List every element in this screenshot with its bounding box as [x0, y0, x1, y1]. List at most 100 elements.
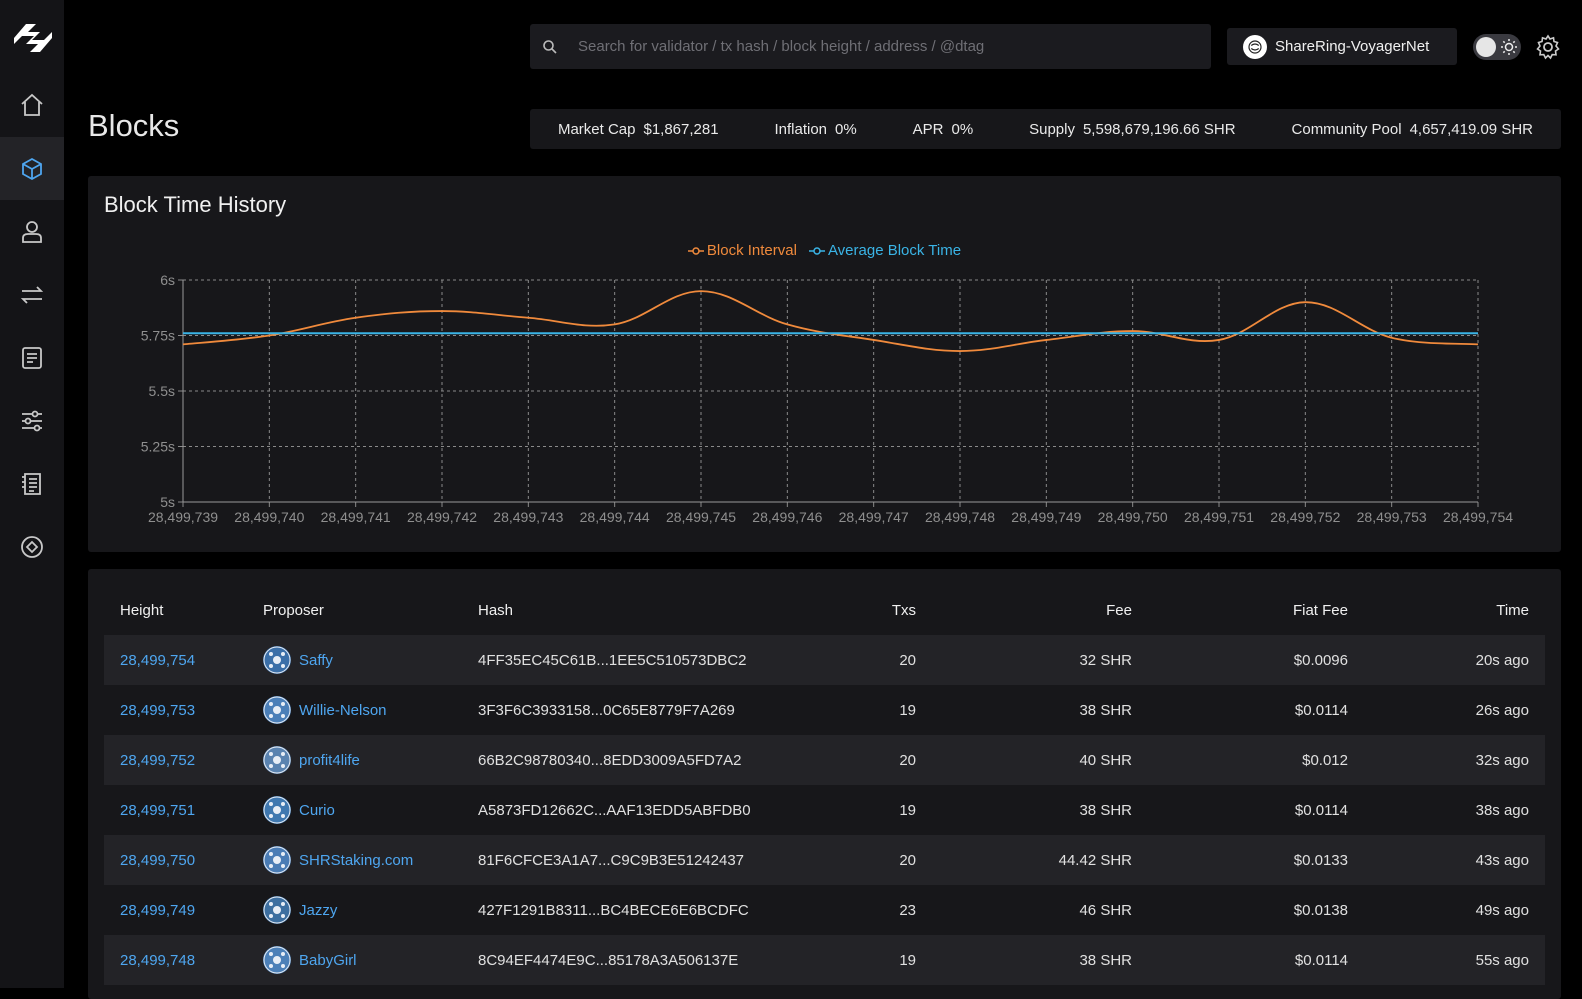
stat-label: Supply	[1029, 120, 1075, 138]
validator-avatar-icon	[263, 896, 291, 924]
validator-avatar-icon	[263, 646, 291, 674]
height-link[interactable]: 28,499,753	[120, 701, 196, 719]
cell-fiat-fee: $0.0114	[1294, 701, 1348, 719]
proposer[interactable]: Willie-Nelson	[263, 696, 446, 724]
legend-average-block-time[interactable]: Average Block Time	[808, 242, 961, 259]
cell-fee: 38 SHR	[1079, 701, 1132, 719]
blocks-table-card: Height Proposer Hash Txs Fee Fiat Fee Ti…	[88, 569, 1561, 999]
x-tick-label: 28,499,745	[666, 509, 736, 525]
proposer-link[interactable]: Willie-Nelson	[299, 701, 387, 719]
nav-params[interactable]	[0, 389, 64, 452]
proposer[interactable]: Saffy	[263, 646, 446, 674]
table-row[interactable]: 28,499,752 profit4life 66B2C98780340...8ED…	[104, 735, 1545, 785]
height-link[interactable]: 28,499,748	[120, 951, 196, 969]
cell-proposer: Jazzy	[247, 885, 462, 935]
cell-fiat-fee: $0.0096	[1293, 651, 1348, 669]
proposer-link[interactable]: Saffy	[299, 651, 333, 669]
page-title: Blocks	[88, 108, 180, 143]
legend-label: Block Interval	[706, 242, 797, 259]
table-row[interactable]: 28,499,753 Willie-Nelson 3F3F6C3933158...0…	[104, 685, 1545, 735]
proposer[interactable]: BabyGirl	[263, 946, 446, 974]
col-fiat-fee[interactable]: Fiat Fee	[1292, 601, 1348, 619]
cell-fiat-fee: $0.0133	[1293, 851, 1348, 869]
cell-time: 20s ago	[1475, 651, 1529, 669]
nav-proposals[interactable]	[0, 326, 64, 389]
cell-txs: 20	[899, 851, 916, 869]
cell-height[interactable]: 28,499,753	[104, 685, 247, 735]
height-link[interactable]: 28,499,750	[120, 851, 196, 869]
stat-label: Community Pool	[1291, 120, 1402, 138]
validator-avatar-icon	[263, 946, 291, 974]
cell-height[interactable]: 28,499,750	[104, 835, 247, 885]
table-row[interactable]: 28,499,748 BabyGirl 8C94EF4474E9C...85178A…	[104, 935, 1545, 985]
validator-avatar-icon	[263, 846, 291, 874]
height-link[interactable]: 28,499,752	[120, 751, 196, 769]
chart-legend: Block Interval Average Block Time	[88, 242, 1561, 259]
search-bar[interactable]	[530, 24, 1211, 69]
cell-hash: 66B2C98780340...8EDD3009A5FD7A2	[478, 751, 742, 769]
cell-time: 26s ago	[1475, 701, 1529, 719]
proposer[interactable]: SHRStaking.com	[263, 846, 446, 874]
cell-time: 49s ago	[1475, 901, 1529, 919]
cell-fee: 40 SHR	[1079, 751, 1132, 769]
height-link[interactable]: 28,499,749	[120, 901, 196, 919]
x-tick-label: 28,499,742	[407, 509, 477, 525]
x-tick-label: 28,499,752	[1270, 509, 1340, 525]
nav-transactions[interactable]	[0, 263, 64, 326]
legend-block-interval[interactable]: Block Interval	[687, 242, 797, 259]
x-tick-label: 28,499,750	[1098, 509, 1168, 525]
search-input[interactable]	[578, 38, 1178, 55]
nav-docs[interactable]	[0, 452, 64, 515]
col-time[interactable]: Time	[1496, 601, 1529, 619]
y-tick-label: 5s	[160, 494, 175, 510]
cell-height[interactable]: 28,499,754	[104, 635, 247, 685]
col-proposer[interactable]: Proposer	[263, 601, 324, 619]
nav-other[interactable]	[0, 515, 64, 578]
col-fee[interactable]: Fee	[1106, 601, 1132, 619]
proposer[interactable]: Curio	[263, 796, 446, 824]
network-selector[interactable]: ShareRing-VoyagerNet	[1227, 28, 1457, 65]
settings-gear-icon[interactable]	[1535, 34, 1561, 60]
table-row[interactable]: 28,499,751 Curio A5873FD12662C...AAF13EDD5…	[104, 785, 1545, 835]
proposer-link[interactable]: BabyGirl	[299, 951, 357, 969]
table-row[interactable]: 28,499,754 Saffy 4FF35EC45C61B...1EE5C5105…	[104, 635, 1545, 685]
cell-height[interactable]: 28,499,748	[104, 935, 247, 985]
height-link[interactable]: 28,499,751	[120, 801, 196, 819]
table-row[interactable]: 28,499,750 SHRStaking.com 81F6CFCE3A1A7...…	[104, 835, 1545, 885]
theme-toggle[interactable]	[1473, 34, 1521, 60]
transactions-icon	[20, 285, 44, 304]
cell-fee: 38 SHR	[1079, 801, 1132, 819]
blocks-icon	[22, 157, 42, 180]
proposer-link[interactable]: Curio	[299, 801, 335, 819]
col-hash[interactable]: Hash	[478, 601, 514, 619]
x-tick-label: 28,499,743	[493, 509, 563, 525]
table-row[interactable]: 28,499,749 Jazzy 427F1291B8311...BC4BECE6E…	[104, 885, 1545, 935]
stat-label: Market Cap	[557, 120, 636, 138]
cell-hash: 427F1291B8311...BC4BECE6E6BCDFC	[478, 901, 749, 919]
cell-txs: 23	[899, 901, 916, 919]
cell-height[interactable]: 28,499,749	[104, 885, 247, 935]
cell-height[interactable]: 28,499,752	[104, 735, 247, 785]
stat-inflation: Inflation 0%	[774, 121, 856, 138]
app-logo[interactable]	[10, 18, 56, 58]
nav-home[interactable]	[0, 73, 64, 136]
cell-time: 43s ago	[1475, 851, 1529, 869]
col-height[interactable]: Height	[120, 601, 164, 619]
stat-label: APR	[912, 120, 944, 138]
proposer[interactable]: Jazzy	[263, 896, 446, 924]
col-txs[interactable]: Txs	[891, 601, 916, 619]
proposer-link[interactable]: Jazzy	[299, 901, 338, 919]
cell-height[interactable]: 28,499,751	[104, 785, 247, 835]
cell-fiat-fee: $0.0114	[1294, 951, 1348, 969]
height-link[interactable]: 28,499,754	[120, 651, 196, 669]
nav-validators[interactable]	[0, 200, 64, 263]
validator-avatar-icon	[263, 796, 291, 824]
proposer-link[interactable]: profit4life	[299, 751, 360, 769]
cell-hash: 4FF35EC45C61B...1EE5C510573DBC2	[478, 651, 747, 669]
proposer[interactable]: profit4life	[263, 746, 446, 774]
validators-icon	[22, 220, 42, 243]
cell-fiat-fee: $0.012	[1302, 751, 1348, 769]
proposer-link[interactable]: SHRStaking.com	[299, 851, 414, 869]
nav-blocks[interactable]	[0, 137, 64, 200]
x-tick-label: 28,499,741	[321, 509, 391, 525]
